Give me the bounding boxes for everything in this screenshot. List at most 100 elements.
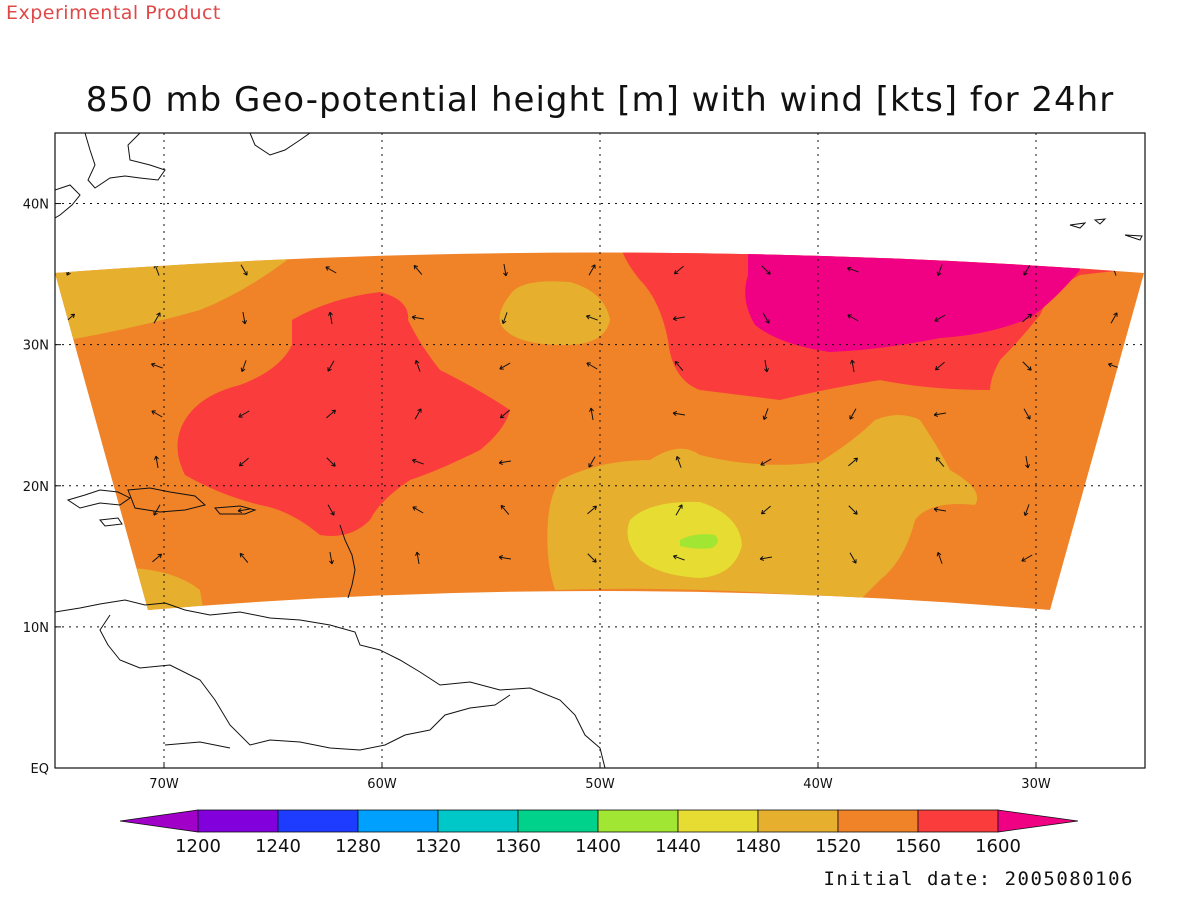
wind-arrow	[759, 556, 772, 561]
wind-arrow	[65, 361, 75, 371]
colorbar-level-label: 1520	[815, 836, 861, 857]
wind-arrow	[847, 314, 859, 322]
wind-arrow	[500, 504, 510, 515]
wind-arrow	[587, 553, 597, 563]
wind-arrow	[850, 359, 855, 372]
field-1480-1520-center-n	[499, 281, 610, 345]
colorbar-level-label: 1480	[735, 836, 781, 857]
colorbar-level-label: 1560	[895, 836, 941, 857]
colorbar-swatch	[357, 809, 439, 833]
wind-arrow	[848, 457, 859, 467]
wind-arrow	[238, 410, 250, 418]
wind-arrow	[413, 264, 423, 275]
wind-arrow	[935, 456, 945, 467]
color-bar: 1200 1240 1280 1320 1360 1400 1440 1480 1520 1560…	[119, 809, 1079, 857]
wind-arrow	[152, 553, 163, 563]
lat-tick-label: EQ	[31, 762, 49, 777]
coastline-new-england	[84, 133, 166, 189]
coastline-azores-3	[1124, 234, 1143, 241]
wind-arrow	[326, 457, 336, 467]
wind-arrow	[239, 552, 249, 563]
colorbar-swatch	[917, 809, 999, 833]
wind-arrow	[762, 408, 769, 421]
coastline-nova-scotia	[249, 133, 311, 156]
wind-arrow	[1023, 264, 1031, 276]
experimental-product-label: Experimental Product	[6, 2, 221, 24]
wind-arrow	[761, 265, 771, 275]
colorbar-max-arrow	[997, 809, 1079, 833]
wind-arrow	[760, 458, 772, 466]
wind-arrow	[327, 360, 335, 372]
wind-arrow	[589, 407, 594, 420]
wind-arrow	[503, 264, 508, 277]
wind-arrow	[153, 312, 161, 324]
lon-tick-label: 70W	[149, 777, 179, 792]
coastline-puerto-rico	[213, 505, 257, 515]
colorbar-level-label: 1320	[415, 836, 461, 857]
border-venezuela	[99, 614, 431, 751]
coastline-azores-1	[1069, 222, 1087, 229]
wind-arrow	[151, 410, 163, 418]
colorbar-swatch	[197, 809, 279, 833]
wind-arrow	[846, 266, 859, 273]
wind-arrow	[501, 312, 508, 325]
wind-arrow	[150, 362, 163, 369]
wind-arrow	[64, 554, 76, 562]
wind-arrow	[588, 264, 596, 276]
wind-arrow	[587, 505, 598, 515]
initial-date: Initial date: 2005080106	[823, 868, 1134, 890]
colorbar-swatch	[837, 809, 919, 833]
wind-arrow	[760, 505, 771, 515]
graticule	[55, 133, 1145, 768]
wind-arrow	[329, 552, 334, 565]
wind-arrow	[411, 315, 424, 320]
coastline-lesser-antilles	[339, 524, 356, 599]
coastlines	[55, 133, 1143, 768]
wind-arrow	[588, 456, 596, 468]
wind-arrow	[238, 457, 249, 467]
wind-arrow	[414, 408, 422, 420]
border-south	[164, 741, 231, 749]
wind-arrow	[1111, 455, 1116, 468]
colorbar-swatch	[517, 809, 599, 833]
wind-arrow	[1110, 504, 1118, 516]
wind-arrow	[673, 265, 684, 275]
lat-tick-label: 20N	[23, 480, 49, 495]
colorbar-swatch	[677, 809, 759, 833]
wind-arrow	[499, 362, 511, 370]
field-1480-1520-nw	[55, 252, 300, 345]
wind-arrow	[242, 312, 247, 325]
wind-arrow	[66, 408, 74, 420]
lat-tick-label: 40N	[23, 198, 49, 213]
lon-tick-label: 30W	[1021, 777, 1051, 792]
wind-arrow	[672, 411, 685, 416]
coastline-us-east	[55, 184, 81, 219]
wind-arrow	[1022, 313, 1033, 323]
axis-labels: 70W 60W 50W 40W 30W EQ 10N 20N 30N 40N	[23, 198, 1051, 792]
wind-arrow	[675, 455, 682, 468]
colorbar-level-label: 1440	[655, 836, 701, 857]
wind-arrow	[327, 504, 335, 516]
wind-arrow	[849, 408, 857, 420]
wind-arrow	[326, 409, 337, 419]
wind-arrow	[240, 264, 248, 276]
wind-arrow	[498, 555, 511, 560]
coastline-cuba	[66, 489, 131, 509]
wind-arrow	[848, 505, 858, 515]
wind-arrow	[412, 506, 424, 514]
colorbar-level-label: 1600	[975, 836, 1021, 857]
wind-arrow	[498, 460, 511, 465]
wind-arrow	[672, 554, 685, 561]
wind-arrow	[1108, 410, 1120, 418]
colorbar-swatch	[437, 809, 519, 833]
wind-arrow	[672, 316, 685, 321]
wind-arrow	[1023, 408, 1031, 420]
colorbar-level-label: 1400	[575, 836, 621, 857]
wind-arrow	[325, 266, 337, 274]
colorbar-swatch	[597, 809, 679, 833]
colorbar-swatch	[757, 809, 839, 833]
wind-arrow	[762, 312, 770, 324]
wind-arrow	[1023, 504, 1030, 517]
lon-tick-label: 60W	[367, 777, 397, 792]
